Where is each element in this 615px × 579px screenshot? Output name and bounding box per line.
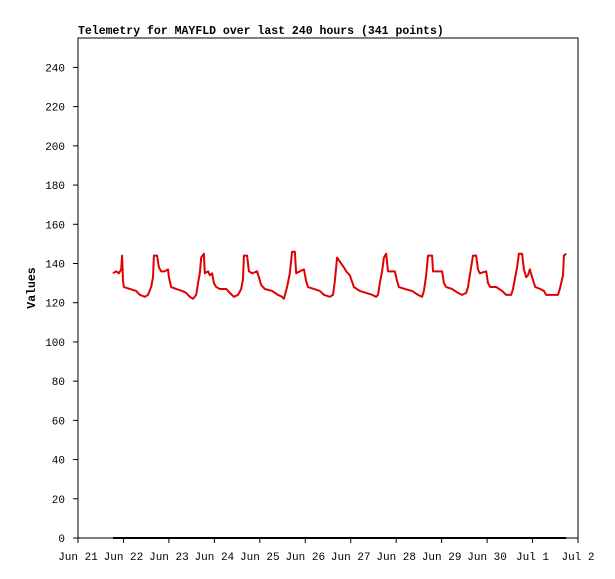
x-tick-label: Jun 27 [331, 552, 371, 564]
x-tick-label: Jun 26 [285, 552, 325, 564]
x-tick-label: Jun 29 [422, 552, 462, 564]
series-line [112, 250, 567, 300]
y-tick-label: 220 [45, 103, 65, 115]
x-tick-label: Jun 23 [149, 552, 189, 564]
x-tick-label: Jul 2 [561, 552, 594, 564]
y-tick-label: 0 [58, 534, 65, 546]
y-tick-label: 60 [52, 416, 65, 428]
x-tick-label: Jun 25 [240, 552, 280, 564]
y-tick-label: 240 [45, 63, 65, 75]
x-tick-label: Jun 21 [58, 552, 98, 564]
x-tick-label: Jun 22 [104, 552, 144, 564]
y-tick-label: 200 [45, 142, 65, 154]
y-tick-label: 80 [52, 377, 65, 389]
x-tick-label: Jun 28 [376, 552, 416, 564]
y-tick-label: 120 [45, 299, 65, 311]
y-tick-label: 160 [45, 220, 65, 232]
x-tick-label: Jul 1 [516, 552, 549, 564]
chart-title: Telemetry for MAYFLD over last 240 hours… [78, 25, 444, 38]
y-tick-label: 100 [45, 338, 65, 350]
y-tick-label: 140 [45, 259, 65, 271]
x-tick-label: Jun 24 [195, 552, 235, 564]
y-tick-label: 20 [52, 495, 65, 507]
x-tick-label: Jun 30 [467, 552, 507, 564]
y-tick-label: 180 [45, 181, 65, 193]
y-axis-label: Values [26, 267, 39, 309]
y-tick-label: 40 [52, 456, 65, 468]
